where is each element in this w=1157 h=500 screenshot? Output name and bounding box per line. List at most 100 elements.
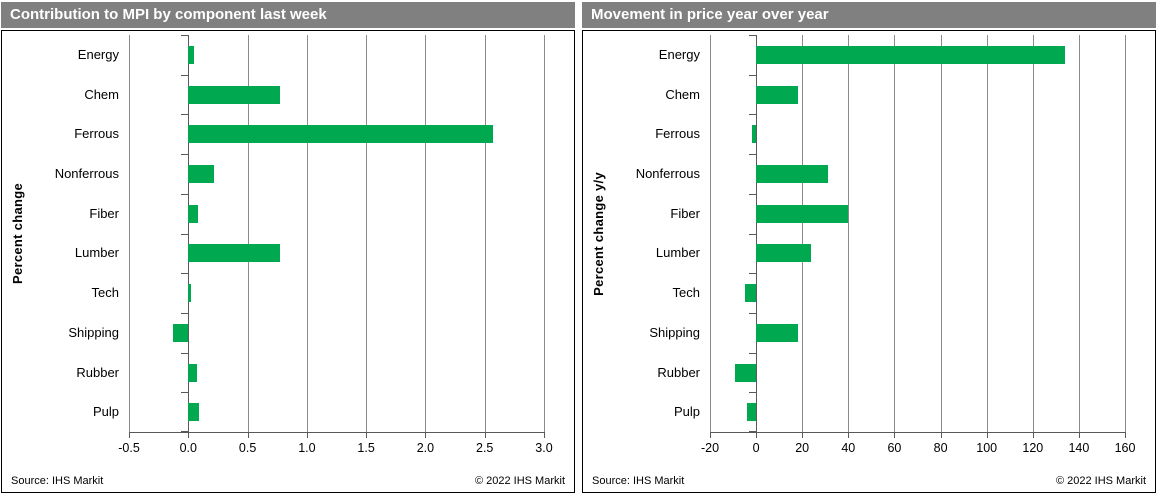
category-label-nonferrous: Nonferrous [54,166,119,181]
gridline [802,35,804,432]
category-label-fiber: Fiber [670,205,700,221]
left-y-axis-label: Percent change [10,182,25,284]
left-chart-title: Contribution to MPI by component last we… [1,2,575,28]
right-chart-area: Percent change y/y -20 0 20 40 60 80 100 120 140… [582,30,1156,493]
x-axis-tick [306,432,308,438]
x-tick-label: 2.5 [475,441,494,455]
x-axis-tick [484,432,486,438]
x-tick-label: 120 [1022,441,1044,455]
x-tick-label: -20 [700,441,720,455]
category-axis-tick [749,273,757,275]
category-axis-tick [181,114,189,116]
x-axis-tick [425,432,427,438]
category-label-lumber: Lumber [74,245,119,261]
x-axis-tick [986,432,988,438]
category-axis-line [756,35,758,432]
category-axis-tick [749,431,757,432]
x-tick-label: 0.5 [238,441,257,455]
source-note: Source: IHS Markit [592,475,685,487]
x-tick-label: 60 [887,441,902,455]
bar-pulp [746,403,757,422]
x-tick-label: 1.5 [357,441,375,455]
copyright-note: © 2022 IHS Markit [474,475,565,487]
gridline [848,35,850,432]
category-axis-tick [181,352,189,354]
gridline [1125,35,1126,432]
bar-tech [744,284,757,303]
category-label-fiber: Fiber [89,205,119,221]
bar-chem [188,85,280,104]
category-axis-tick [749,352,757,354]
category-label-shipping: Shipping [649,324,700,340]
x-axis-tick [188,432,190,438]
x-axis-tick [1032,432,1034,438]
bar-fiber [188,204,198,223]
category-axis-tick [749,74,757,76]
x-axis-tick [848,432,850,438]
category-axis-tick [749,233,757,235]
bar-rubber [188,363,197,382]
bar-lumber [188,244,280,263]
x-tick-label: 0.0 [179,441,197,455]
bar-ferrous [751,125,757,144]
category-label-ferrous: Ferrous [74,126,119,142]
x-tick-label: 160 [1114,441,1136,455]
x-axis-tick [1078,432,1080,438]
category-axis-tick [749,114,757,116]
x-axis-tick [366,432,368,438]
category-label-chem: Chem [665,86,700,102]
category-axis-tick [181,312,189,314]
x-tick-label: 3.0 [535,441,553,455]
x-tick-label: 0 [752,441,760,455]
left-plot-area: -0.5 0.0 0.5 1.0 1.5 2.0 2.5 3.0 Energy Chem Ferro… [55,35,553,455]
bar-tech [188,284,191,303]
gridline [129,35,130,432]
category-axis-tick [749,392,757,394]
right-y-axis-label: Percent change y/y [591,171,606,296]
category-label-lumber: Lumber [655,245,700,261]
category-label-tech: Tech [91,285,119,301]
gridline [544,35,545,432]
category-label-energy: Energy [658,46,700,62]
category-axis-tick [181,193,189,195]
bar-nonferrous [188,165,215,183]
category-label-chem: Chem [84,86,119,102]
gridline [940,35,942,432]
x-tick-label: 100 [976,441,998,455]
gridline [1078,35,1080,432]
bar-rubber [735,363,757,382]
category-axis-line [188,35,190,432]
category-label-nonferrous: Nonferrous [635,166,700,181]
category-axis-tick [181,431,189,432]
gridline [484,35,486,432]
category-axis-tick [181,273,189,275]
gridline [1032,35,1034,432]
x-axis-tick [129,432,130,438]
x-tick-label: 80 [933,441,948,455]
category-label-rubber: Rubber [76,364,119,380]
x-tick-label: 40 [841,441,856,455]
category-axis-tick [181,233,189,235]
x-axis-tick [894,432,896,438]
bar-shipping [756,323,798,342]
category-axis-tick [181,154,189,156]
bar-chem [756,85,798,104]
category-axis-tick [749,312,757,314]
gridline [306,35,308,432]
category-label-pulp: Pulp [92,404,119,420]
gridline [986,35,988,432]
category-label-ferrous: Ferrous [655,126,700,142]
left-chart-panel: Contribution to MPI by component last we… [0,0,576,500]
x-axis-line [710,432,1125,433]
category-axis-tick [749,193,757,195]
x-axis-line [129,432,544,433]
category-axis-tick [749,35,757,36]
bar-nonferrous [756,165,828,183]
gridline [247,35,249,432]
category-axis-tick [181,392,189,394]
x-axis-tick [544,432,545,438]
x-axis-tick [802,432,804,438]
right-chart-footer: Source: IHS Markit © 2022 IHS Markit [592,475,1146,487]
right-plot-area: -20 0 20 40 60 80 100 120 140 160 Energy Chem Ferrou… [636,35,1135,455]
